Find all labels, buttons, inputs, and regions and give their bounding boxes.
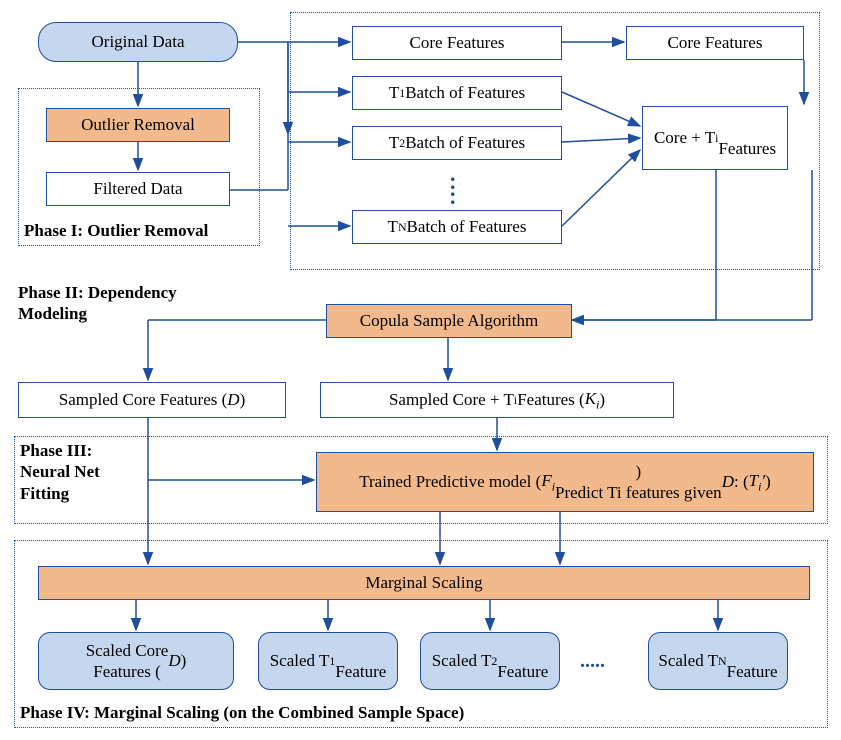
sampled-core-ti-box: Sampled Core + Ti Features (Ki) [320, 382, 674, 418]
hdots-icon: ..... [580, 650, 605, 673]
phase1-label: Phase I: Outlier Removal [24, 220, 208, 241]
t2-batch-box: T2 Batch of Features [352, 126, 562, 160]
phase4-label: Phase IV: Marginal Scaling (on the Combi… [20, 702, 464, 723]
core-features-top-box: Core Features [352, 26, 562, 60]
copula-box: Copula Sample Algorithm [326, 304, 572, 338]
scaled-t1-box: Scaled T1Feature [258, 632, 398, 690]
filtered-data-box: Filtered Data [46, 172, 230, 206]
phase2-label: Phase II: DependencyModeling [18, 282, 177, 325]
trained-model-box: Trained Predictive model (Fi)Predict Ti … [316, 452, 814, 512]
scaled-core-box: Scaled CoreFeatures (D) [38, 632, 234, 690]
marginal-scaling-box: Marginal Scaling [38, 566, 810, 600]
original-data-box: Original Data [38, 22, 238, 62]
scaled-tn-box: Scaled TNFeature [648, 632, 788, 690]
tn-batch-box: TN Batch of Features [352, 210, 562, 244]
core-ti-box: Core + TiFeatures [642, 106, 788, 170]
t1-batch-box: T1 Batch of Features [352, 76, 562, 110]
phase3-label: Phase III:Neural NetFitting [20, 440, 100, 504]
outlier-removal-box: Outlier Removal [46, 108, 230, 142]
core-features-right-box: Core Features [626, 26, 804, 60]
scaled-t2-box: Scaled T2Feature [420, 632, 560, 690]
sampled-core-box: Sampled Core Features (D) [18, 382, 286, 418]
vdots-icon: .... [450, 170, 456, 201]
